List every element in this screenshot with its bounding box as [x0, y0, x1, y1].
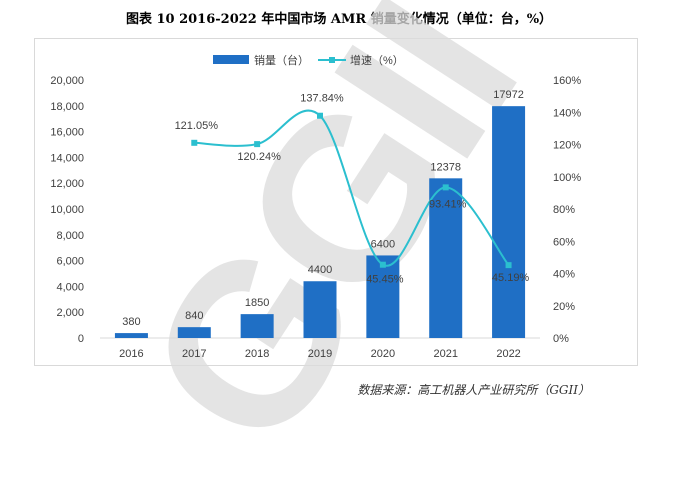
y-left-tick-label: 6,000 [56, 256, 84, 268]
x-tick-label: 2019 [308, 348, 332, 360]
bar-data-label: 12378 [430, 161, 461, 173]
y-right-tick-label: 140% [553, 107, 581, 119]
growth-data-label: 45.19% [492, 272, 530, 284]
x-tick-label: 2020 [371, 348, 395, 360]
growth-data-label: 121.05% [175, 120, 219, 132]
source-note: 数据来源：高工机器人产业研究所（GGII） [357, 383, 590, 397]
legend-label-sales: 销量（台） [254, 53, 309, 67]
y-left-tick-label: 12,000 [50, 178, 84, 190]
chart-svg: 0 2,000 4,000 6,000 8,000 10,000 12,000 14,000 1… [50, 53, 581, 360]
y-left-tick-label: 0 [78, 333, 84, 345]
y-right-tick-label: 20% [553, 301, 575, 313]
growth-data-label: 93.41% [429, 198, 467, 210]
bar-data-label: 17972 [493, 89, 524, 101]
y-left-tick-label: 4,000 [56, 281, 84, 293]
figure-title: 图表 10 2016-2022 年中国市场 AMR 销量变化情况（单位：台，%） [125, 12, 553, 27]
bar-2022 [492, 106, 526, 339]
y-left-tick-label: 14,000 [50, 152, 84, 164]
growth-data-label: 137.84% [300, 93, 344, 105]
y-right-tick-label: 100% [553, 172, 581, 184]
growth-point-2019 [317, 112, 323, 119]
bar-data-label: 840 [185, 310, 203, 322]
bar-data-label: 4400 [308, 264, 332, 276]
x-tick-label: 2021 [433, 348, 457, 360]
x-tick-label: 2022 [496, 348, 520, 360]
bar-2016 [114, 333, 148, 338]
legend-swatch-marker [329, 57, 335, 63]
y-right-tick-label: 40% [553, 269, 575, 281]
bar-2020 [366, 255, 400, 338]
y-left-tick-label: 18,000 [50, 101, 84, 113]
y-right-tick-label: 80% [553, 204, 575, 216]
chart-frame [34, 38, 638, 366]
bar-data-label: 380 [122, 316, 140, 328]
y-left-tick-label: 10,000 [50, 204, 84, 216]
bar-2021 [429, 178, 463, 338]
y-left-tick-label: 8,000 [56, 230, 84, 242]
growth-point-2021 [442, 184, 449, 191]
y-right-tick-label: 0% [553, 333, 569, 345]
growth-point-2022 [505, 262, 512, 269]
legend-swatch-bar [213, 55, 249, 64]
y-right-tick-label: 160% [553, 75, 581, 87]
bar-2017 [177, 327, 211, 338]
y-right-tick-label: 120% [553, 140, 581, 152]
growth-data-label: 120.24% [237, 151, 281, 163]
bar-2018 [240, 314, 274, 338]
legend-label-growth: 增速（%） [350, 53, 404, 67]
bar-2019 [303, 281, 337, 338]
growth-data-label: 45.45% [366, 274, 404, 286]
y-right-tick-label: 60% [553, 236, 575, 248]
x-tick-label: 2017 [182, 348, 206, 360]
x-tick-label: 2018 [245, 348, 269, 360]
growth-point-2018 [254, 141, 261, 148]
y-left-tick-label: 16,000 [50, 127, 84, 139]
x-tick-label: 2016 [119, 348, 143, 360]
growth-point-2020 [379, 261, 386, 268]
bar-data-label: 1850 [245, 297, 269, 309]
y-left-tick-label: 2,000 [56, 307, 84, 319]
bar-data-label: 6400 [371, 238, 395, 250]
growth-point-2017 [191, 139, 198, 146]
y-left-tick-label: 20,000 [50, 75, 84, 87]
